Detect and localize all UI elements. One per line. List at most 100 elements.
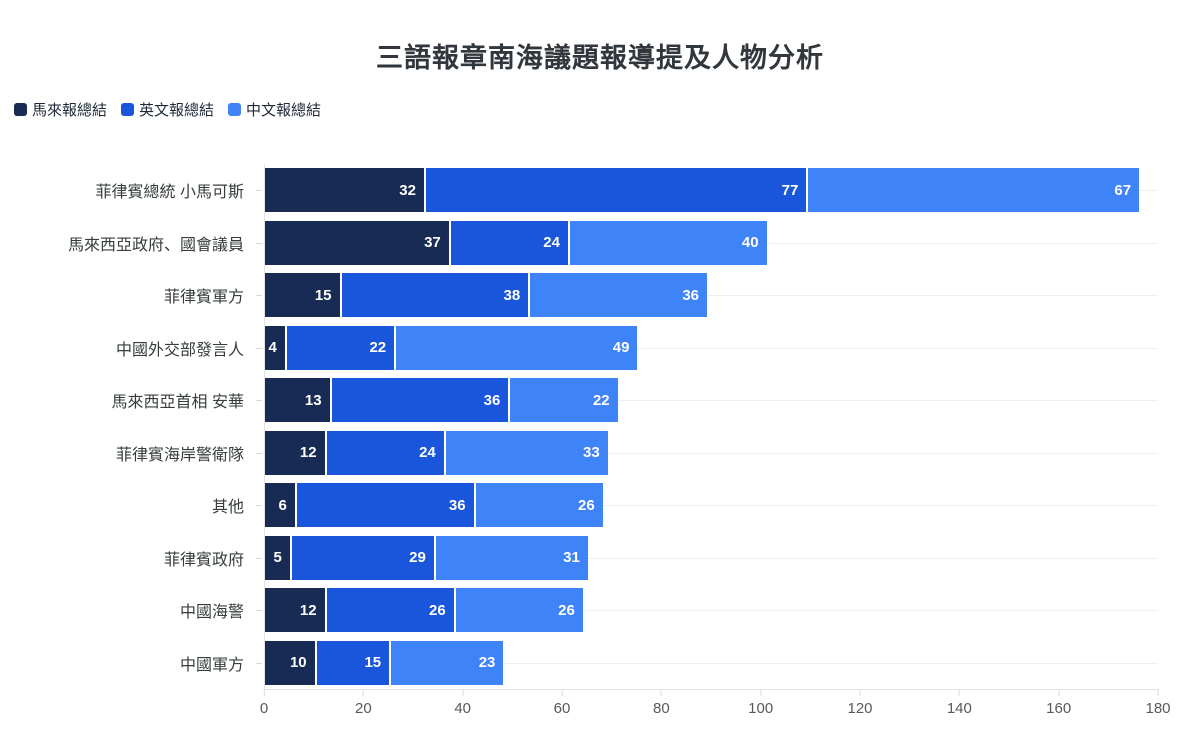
legend-swatch-icon: [14, 103, 27, 116]
bar-track: 6 36 26: [265, 483, 1159, 528]
bar-segment[interactable]: 36: [528, 273, 708, 318]
bar-segment[interactable]: 15: [265, 273, 340, 318]
bar-value-label: 36: [682, 286, 700, 304]
x-axis-tick: 100: [748, 690, 773, 717]
bar-track: 13 36 22: [265, 378, 1159, 423]
bar-segment[interactable]: 26: [453, 588, 583, 633]
bar-segment[interactable]: 22: [284, 325, 395, 370]
legend-item[interactable]: 中文報總結: [228, 99, 321, 120]
bar-value-label: 67: [1114, 181, 1132, 199]
bar-segment[interactable]: 36: [294, 483, 474, 528]
bar-track: 37 24 40: [265, 220, 1159, 265]
x-tick-label: 160: [1046, 700, 1072, 717]
x-tick-label: 120: [847, 700, 873, 717]
bar-segment[interactable]: 67: [806, 168, 1140, 213]
y-axis-line: [264, 164, 265, 689]
x-tick-label: 0: [259, 700, 269, 717]
bar-segment[interactable]: 38: [339, 273, 529, 318]
bar-track: 10 15 23: [265, 640, 1159, 685]
category-label: 中國海警: [179, 604, 244, 622]
y-axis-tick: [256, 662, 262, 664]
bar-value-label: 6: [278, 496, 287, 514]
x-axis-tick: 160: [1046, 690, 1071, 717]
bar-value-label: 26: [429, 601, 446, 619]
legend: 馬來報總結 英文報總結 中文報總結: [14, 99, 1200, 120]
bar-segment[interactable]: 15: [314, 640, 390, 685]
bar-value-label: 15: [314, 286, 332, 304]
y-axis-tick: [256, 452, 262, 454]
category-label: 菲律賓軍方: [163, 289, 244, 307]
x-tick-mark: [362, 690, 364, 696]
row-gridline: [265, 610, 1158, 612]
row-gridline: [265, 347, 1158, 349]
bar-segment[interactable]: 32: [265, 168, 424, 213]
bar-value-label: 24: [543, 234, 560, 252]
bar-segment[interactable]: 37: [265, 220, 449, 265]
bar-segment[interactable]: 31: [433, 535, 588, 580]
bar-row: 中國海警 12 26 26: [0, 584, 1200, 637]
legend-swatch-icon: [228, 103, 242, 116]
bar-segment[interactable]: 33: [443, 430, 608, 475]
x-tick-label: 20: [354, 700, 372, 717]
bar-value-label: 15: [364, 654, 382, 672]
x-axis-tick: 20: [355, 690, 372, 717]
y-axis-tick: [256, 347, 262, 349]
bar-segment[interactable]: 26: [324, 588, 454, 633]
bar-value-label: 38: [503, 286, 521, 304]
x-tick-mark: [660, 690, 662, 696]
legend-item[interactable]: 馬來報總結: [14, 99, 107, 120]
bar-segment[interactable]: 4: [265, 325, 285, 370]
x-axis-tick: 140: [947, 690, 972, 717]
legend-swatch-icon: [121, 103, 135, 116]
bar-value-label: 12: [299, 601, 317, 619]
row-gridline: [265, 452, 1158, 454]
x-tick-mark: [1058, 690, 1060, 696]
x-tick-label: 140: [946, 700, 972, 717]
bar-segment[interactable]: 24: [324, 430, 444, 475]
bar-segment[interactable]: 29: [289, 535, 434, 580]
bar-value-label: 33: [582, 444, 600, 462]
bar-segment[interactable]: 24: [448, 220, 568, 265]
bar-value-label: 31: [563, 549, 580, 567]
bar-row: 中國外交部發言人 4 22 49: [0, 322, 1200, 375]
row-gridline: [265, 400, 1158, 402]
bar-value-label: 13: [304, 391, 322, 409]
bar-segment[interactable]: 22: [508, 378, 618, 423]
bar-value-label: 12: [299, 444, 317, 462]
legend-item[interactable]: 英文報總結: [121, 99, 214, 120]
chart-title: 三語報章南海議題報導提及人物分析: [376, 43, 824, 73]
category-label: 馬來西亞首相 安華: [111, 394, 244, 412]
legend-label: 英文報總結: [139, 102, 215, 119]
x-tick-mark: [263, 690, 265, 696]
bar-value-label: 40: [741, 234, 759, 252]
bar-segment[interactable]: 40: [567, 220, 767, 265]
bar-row: 中國軍方 10 15 23: [0, 637, 1200, 690]
bar-segment[interactable]: 13: [265, 378, 330, 423]
bar-segment[interactable]: 5: [265, 535, 290, 580]
bar-segment[interactable]: 12: [265, 430, 325, 475]
bar-segment[interactable]: 6: [265, 483, 295, 528]
bar-segment[interactable]: 10: [265, 640, 315, 685]
y-axis-tick: [256, 610, 262, 612]
bar-row: 菲律賓海岸警衛隊 12 24 33: [0, 427, 1200, 480]
bar-value-label: 26: [578, 496, 595, 514]
x-tick-mark: [760, 690, 762, 696]
category-label: 菲律賓政府: [163, 551, 244, 569]
bar-value-label: 26: [558, 601, 575, 619]
x-axis-tick: 0: [260, 690, 268, 717]
category-label: 中國外交部發言人: [115, 341, 244, 359]
row-gridline: [265, 505, 1158, 507]
bar-segment[interactable]: 12: [265, 588, 325, 633]
bar-segment[interactable]: 49: [394, 325, 638, 370]
bar-segment[interactable]: 26: [473, 483, 603, 528]
bar-track: 4 22 49: [265, 325, 1159, 370]
bar-value-label: 36: [448, 496, 466, 514]
bar-track: 5 29 31: [265, 535, 1159, 580]
x-tick-mark: [1157, 690, 1159, 696]
bar-value-label: 23: [478, 654, 496, 672]
x-axis-tick: 40: [454, 690, 471, 717]
bar-segment[interactable]: 23: [389, 640, 504, 685]
bar-row: 菲律賓軍方 15 38 36: [0, 269, 1200, 322]
bar-segment[interactable]: 36: [329, 378, 509, 423]
bar-segment[interactable]: 77: [423, 168, 807, 213]
